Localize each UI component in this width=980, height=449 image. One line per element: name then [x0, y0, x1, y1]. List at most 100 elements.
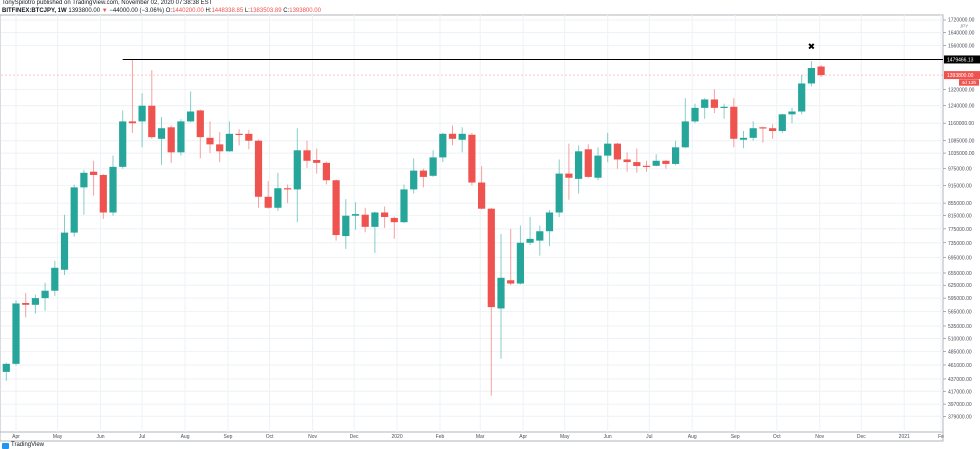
- candle-up: [497, 277, 505, 309]
- plot-area: [0, 14, 944, 433]
- candle-up: [604, 143, 612, 156]
- close-value: 1393800.00: [289, 7, 321, 14]
- x-tick-label: Nov: [308, 434, 317, 440]
- resistance-price-tag: [944, 55, 980, 64]
- candle-up: [60, 232, 69, 270]
- candle-down: [128, 121, 136, 124]
- x-tick-label: Jun: [96, 434, 104, 440]
- resistance-price-label: 1479466.13: [947, 57, 974, 63]
- x-tick-label: Dec: [350, 434, 359, 440]
- x-tick-label: 2021: [899, 434, 910, 440]
- candle-up: [177, 121, 185, 153]
- y-tick-label: 975000.00: [948, 167, 972, 173]
- candle-up: [458, 133, 466, 140]
- candle-up: [672, 147, 680, 164]
- y-tick-label: 625000.00: [948, 283, 972, 289]
- candle-up: [516, 242, 524, 284]
- last-price: 1393800.00: [68, 7, 101, 14]
- candle-up: [429, 157, 437, 176]
- x-tick-label: Jul: [646, 434, 652, 440]
- candle-up: [749, 128, 757, 138]
- y-tick-label: 437000.00: [948, 377, 972, 383]
- candle-down: [313, 160, 321, 163]
- tradingview-brand[interactable]: TradingView: [2, 442, 44, 449]
- candle-down: [206, 137, 214, 145]
- candle-up: [109, 166, 117, 213]
- candle-down: [196, 110, 204, 138]
- candle-up: [351, 214, 360, 216]
- last-price-label: 1393800.00: [947, 73, 974, 79]
- y-tick-label: 915000.00: [948, 183, 972, 189]
- candle-down: [419, 170, 427, 177]
- y-tick-label: 1240000.00: [948, 104, 975, 110]
- low-value: 1383503.89: [249, 7, 282, 14]
- close-label: C:: [283, 7, 290, 14]
- candle-down: [90, 171, 98, 175]
- x-tick-label: Aug: [181, 434, 190, 440]
- candle-down: [613, 143, 621, 160]
- candle-down: [769, 128, 777, 131]
- y-tick-label: 417000.00: [948, 389, 972, 395]
- x-tick-label: May: [53, 434, 63, 440]
- candle-down: [235, 133, 243, 136]
- candle-down: [254, 140, 263, 197]
- candle-down: [303, 150, 311, 161]
- candle-up: [157, 128, 166, 139]
- candle-down: [662, 160, 670, 164]
- low-label: L:: [244, 7, 250, 14]
- countdown-tag: [959, 79, 979, 86]
- candle-up: [575, 151, 583, 179]
- candle-up: [555, 173, 563, 213]
- x-mark-icon: ✖: [808, 43, 816, 53]
- candle-down: [633, 162, 641, 167]
- candle-up: [545, 212, 554, 232]
- candle-up: [274, 188, 282, 208]
- y-tick-label: 1085000.00: [948, 139, 975, 145]
- candle-down: [216, 144, 224, 152]
- x-tick-label: 2020: [392, 434, 403, 440]
- tradingview-logo-icon: [2, 442, 9, 449]
- candle-up: [400, 189, 408, 223]
- y-tick-label: 565000.00: [948, 310, 972, 316]
- candle-down: [264, 196, 272, 208]
- candle-up: [12, 303, 20, 364]
- candle-up: [80, 172, 88, 188]
- countdown-label: 4d 13h: [962, 80, 977, 86]
- candle-down: [148, 105, 156, 138]
- candle-up: [536, 231, 544, 241]
- x-tick-label: Oct: [266, 434, 274, 440]
- candle-down: [448, 133, 457, 139]
- y-tick-label: 379000.00: [948, 414, 972, 420]
- candle-up: [371, 212, 379, 227]
- y-tick-label: 815000.00: [948, 214, 972, 220]
- y-tick-label: 695000.00: [948, 255, 972, 261]
- candle-up: [681, 121, 689, 148]
- y-tick-label: 735000.00: [948, 241, 972, 247]
- candle-down: [468, 134, 476, 183]
- y-tick-label: 1160000.00: [948, 121, 974, 127]
- candle-up: [526, 238, 534, 243]
- x-tick-label: Jul: [139, 434, 145, 440]
- y-tick-label: 1320000.00: [948, 87, 975, 93]
- candle-up: [51, 267, 59, 291]
- x-tick-label: Fe: [938, 434, 944, 440]
- y-tick-label: 1560000.00: [948, 44, 975, 50]
- candle-up: [70, 187, 78, 233]
- y-tick-label: 397000.00: [948, 402, 972, 408]
- x-tick-label: Apr: [12, 434, 20, 440]
- candle-down: [565, 173, 573, 178]
- candle-up: [652, 160, 660, 166]
- x-tick-label: Nov: [815, 434, 824, 440]
- candle-down: [284, 188, 292, 190]
- candle-up: [439, 133, 447, 158]
- high-value: 1448338.85: [211, 7, 244, 14]
- candle-down: [710, 99, 718, 108]
- x-tick-label: Apr: [519, 434, 527, 440]
- x-tick-label: Aug: [688, 434, 697, 440]
- candle-down: [584, 149, 592, 177]
- y-tick-label: 775000.00: [948, 227, 972, 233]
- y-tick-label: 1640000.00: [948, 30, 975, 36]
- candle-up: [807, 68, 815, 84]
- candle-down: [478, 182, 486, 209]
